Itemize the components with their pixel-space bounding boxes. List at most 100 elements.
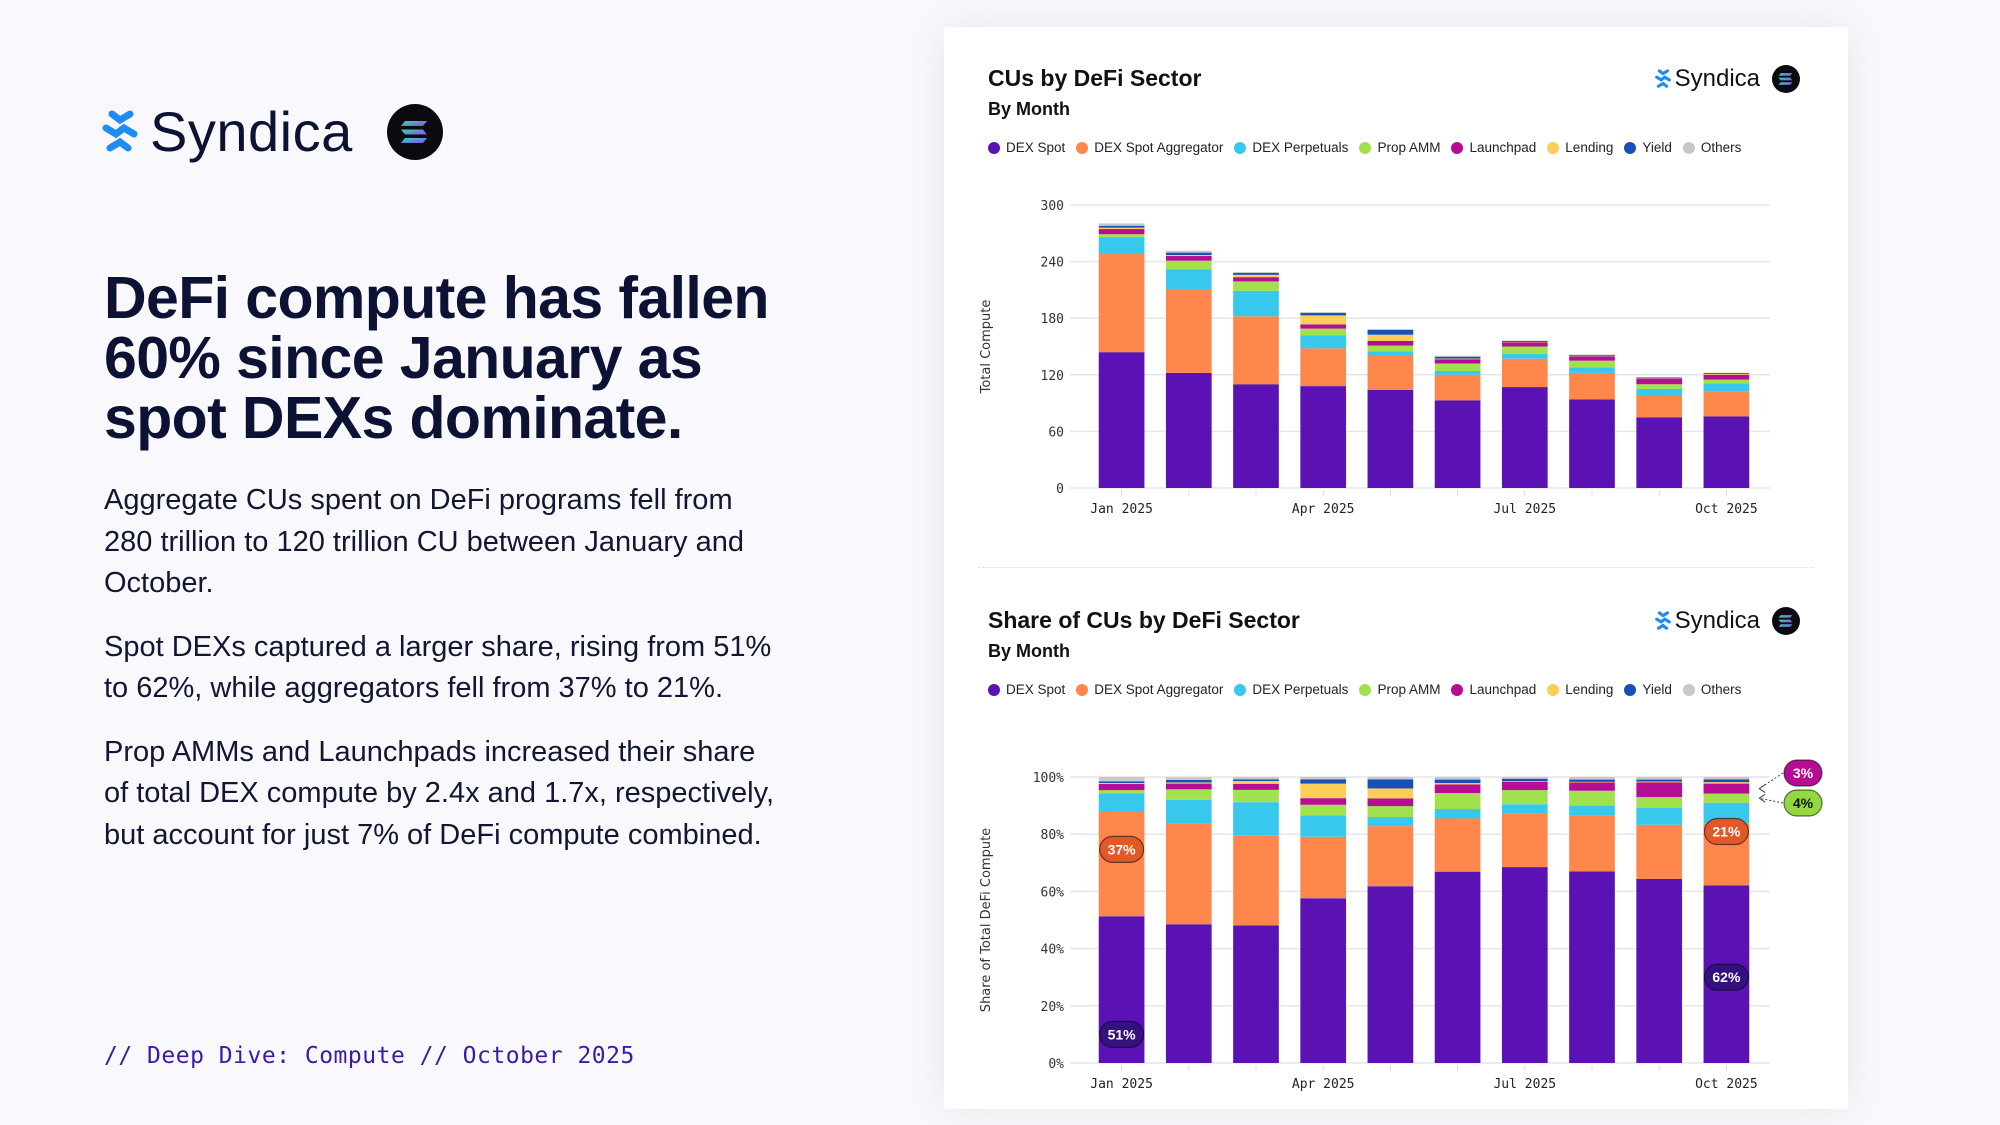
bar-segment — [1501, 387, 1548, 488]
bar-segment — [1501, 358, 1548, 388]
bar-segment — [1098, 793, 1145, 812]
bar-segment — [1703, 783, 1750, 794]
bar-segment — [1098, 237, 1145, 255]
bar-segment — [1367, 777, 1414, 780]
bar-segment — [1569, 355, 1615, 357]
bar-segment — [1367, 779, 1414, 789]
annotation-label: 62% — [1712, 969, 1741, 985]
x-tick-label: Oct 2025 — [1695, 502, 1758, 517]
headline: DeFi compute has fallen 60% since Januar… — [104, 265, 769, 451]
x-tick-label: Jan 2025 — [1090, 502, 1153, 517]
bar-segment — [1703, 383, 1750, 392]
bar-segment — [1501, 354, 1548, 359]
footer-tagline: // Deep Dive: Compute // October 2025 — [104, 1043, 635, 1069]
bar-segment — [1300, 777, 1347, 780]
bar-segment — [1367, 340, 1414, 346]
legend-swatch — [1451, 141, 1464, 154]
legend-label: Others — [1700, 140, 1742, 155]
syndica-mark-icon — [102, 110, 138, 152]
bar-segment — [1434, 777, 1481, 780]
y-axis-title: Total Compute — [979, 300, 994, 395]
y-tick-label: 60 — [1048, 425, 1064, 440]
legend-swatch — [1359, 141, 1372, 154]
bar-segment — [1165, 782, 1212, 784]
bar-segment — [1434, 818, 1481, 872]
chart-subtitle: By Month — [988, 99, 1070, 119]
bar-segment — [1636, 377, 1683, 379]
bar-segment — [1501, 777, 1548, 779]
y-tick-label: 100% — [1033, 771, 1064, 786]
chart-brand-name: Syndica — [1674, 65, 1760, 92]
annotation-pill — [1703, 963, 1750, 991]
bar-segment — [1434, 363, 1481, 372]
bar-segment — [1165, 288, 1212, 373]
legend-label: Yield — [1642, 682, 1672, 697]
legend-swatch — [1076, 683, 1089, 696]
bar-segment — [1098, 790, 1145, 794]
chart-title: CUs by DeFi Sector — [988, 65, 1202, 91]
callout-line — [1758, 772, 1784, 790]
callout-arrow-icon — [1758, 793, 1766, 803]
bar-segment — [1165, 924, 1212, 1063]
legend-item: DEX Spot Aggregator — [1076, 140, 1223, 155]
solana-icon — [386, 104, 443, 160]
bar-segment — [1300, 324, 1347, 329]
legend-swatch — [1076, 141, 1089, 154]
bar-segment — [1569, 805, 1615, 816]
legend-swatch — [1234, 683, 1247, 696]
callout-line — [1759, 797, 1784, 804]
x-tick-label: Jan 2025 — [1090, 1077, 1153, 1092]
bar-segment — [1703, 416, 1750, 488]
bar-segment — [1434, 400, 1481, 488]
bar-segment — [1165, 255, 1212, 261]
bar-segment — [1569, 782, 1615, 791]
bar-segment — [1501, 346, 1548, 355]
y-tick-label: 300 — [1041, 199, 1064, 214]
brand-name: Syndica — [150, 100, 353, 163]
bar-segment — [1367, 355, 1414, 390]
syndica-logo: Syndica — [100, 104, 443, 160]
legend-label: DEX Spot — [1006, 140, 1066, 155]
y-tick-label: 120 — [1041, 369, 1064, 384]
x-tick-label: Jul 2025 — [1493, 502, 1556, 517]
legend-swatch — [1682, 683, 1695, 696]
legend-swatch — [1624, 683, 1637, 696]
bar-segment — [1300, 804, 1347, 816]
bar-segment — [1501, 342, 1548, 347]
bar-segment — [1165, 372, 1212, 488]
chart-subtitle: By Month — [988, 641, 1070, 661]
legend-item: Others — [1682, 140, 1742, 155]
bar-segment — [1367, 798, 1414, 807]
legend-item: DEX Spot — [988, 140, 1065, 155]
bar-segment — [1098, 229, 1145, 235]
bar-segment — [1434, 784, 1481, 794]
bar-segment — [1300, 312, 1347, 314]
annotation-label: 3% — [1793, 765, 1814, 781]
bar-segment — [1233, 789, 1279, 803]
syndica-mark-icon — [1654, 611, 1671, 630]
bar-segment — [1233, 925, 1279, 1063]
bar-segment — [1569, 399, 1615, 488]
body-paragraph: Prop AMMs and Launchpads increased their… — [104, 735, 775, 851]
bar-segment — [1233, 777, 1279, 780]
legend-item: Yield — [1624, 682, 1672, 697]
bar-segment — [1703, 374, 1750, 380]
annotation-label: 21% — [1712, 823, 1741, 839]
legend-label: DEX Spot — [1006, 682, 1066, 697]
bar-segment — [1300, 779, 1347, 784]
bar-segment — [1233, 802, 1279, 836]
bar-segment — [1501, 781, 1548, 782]
bar-segment — [1233, 290, 1279, 317]
bar-segment — [1703, 374, 1750, 375]
x-tick-label: Apr 2025 — [1292, 502, 1355, 517]
bar-segment — [1367, 329, 1414, 330]
y-tick-label: 20% — [1041, 1000, 1065, 1015]
legend-swatch — [1624, 141, 1637, 154]
bar-segment — [1367, 329, 1414, 335]
bar-segment — [1569, 356, 1615, 361]
legend-label: Lending — [1565, 140, 1614, 155]
bar-segment — [1636, 878, 1683, 1063]
bar-segment — [1098, 781, 1145, 784]
bar-segment — [1434, 355, 1481, 357]
legend-swatch — [1547, 141, 1560, 154]
